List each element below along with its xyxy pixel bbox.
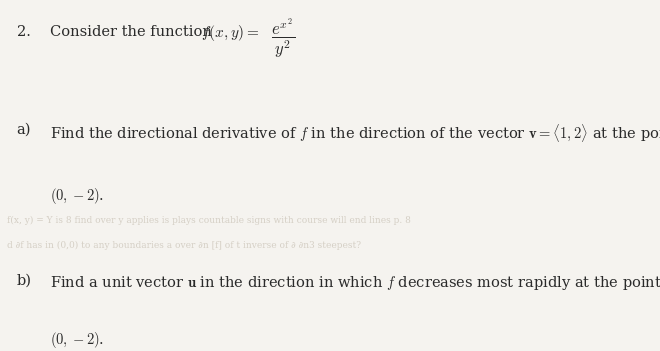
Text: f(x, y) = Y is 8 find over y applies is plays countable signs with course will e: f(x, y) = Y is 8 find over y applies is … [7,216,411,225]
Text: $\dfrac{e^{x^2}}{y^2}$: $\dfrac{e^{x^2}}{y^2}$ [271,16,295,60]
Text: 2.: 2. [16,25,30,39]
Text: $(0, -2)$.: $(0, -2)$. [50,330,104,350]
Text: Consider the function: Consider the function [50,25,211,39]
Text: Find the directional derivative of $f$ in the direction of the vector $\mathbf{v: Find the directional derivative of $f$ i… [50,123,660,144]
Text: d ∂f has in (0,0) to any boundaries a over ∂n [f] of t inverse of ∂ ∂n3 steepest: d ∂f has in (0,0) to any boundaries a ov… [7,240,360,250]
Text: $f(x, y) =$: $f(x, y) =$ [201,23,259,43]
Text: $(0, -2)$.: $(0, -2)$. [50,186,104,206]
Text: Find a unit vector $\mathbf{u}$ in the direction in which $f$ decreases most rap: Find a unit vector $\mathbf{u}$ in the d… [50,274,660,292]
Text: a): a) [16,123,31,137]
Text: b): b) [16,274,32,288]
